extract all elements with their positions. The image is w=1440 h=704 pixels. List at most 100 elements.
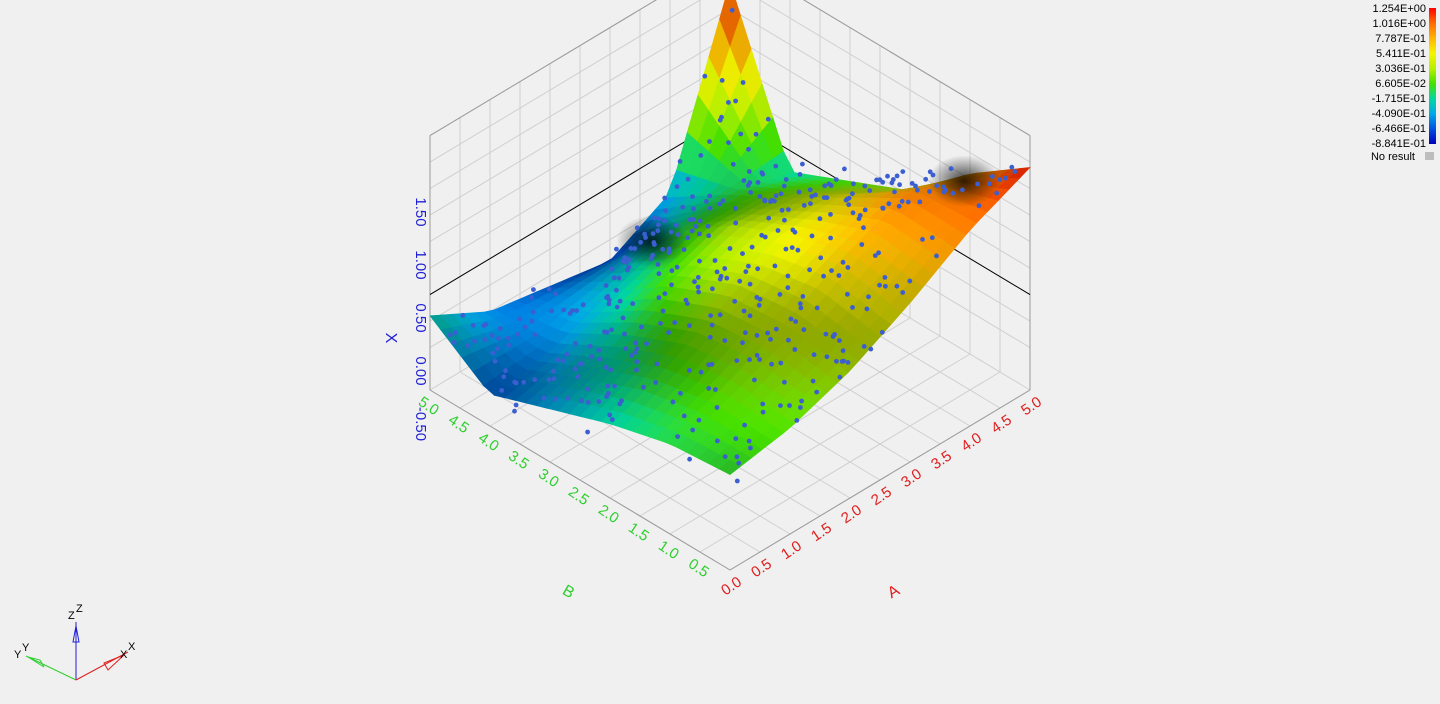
sample-point: [733, 436, 739, 441]
sample-point: [579, 398, 584, 404]
sample-point: [650, 252, 656, 258]
sample-point: [717, 201, 723, 207]
sample-point: [756, 302, 762, 308]
sample-point: [501, 374, 507, 380]
sample-point: [714, 269, 720, 275]
sample-point: [532, 377, 538, 383]
orientation-triad: Z Z Y Y X X: [14, 603, 136, 681]
sample-point: [529, 295, 534, 300]
sample-point: [614, 287, 619, 293]
sample-point: [762, 198, 768, 204]
sample-point: [666, 330, 671, 335]
sample-point: [755, 180, 761, 185]
sample-point: [746, 263, 751, 269]
legend-entry: -6.466E-01: [1372, 123, 1426, 135]
sample-point: [603, 283, 609, 288]
sample-point: [506, 342, 512, 348]
sample-point: [505, 335, 511, 341]
sample-point: [861, 344, 867, 349]
sample-point: [513, 402, 519, 408]
triad-x-label: X: [128, 641, 136, 653]
sample-point: [801, 327, 807, 333]
sample-point: [842, 166, 847, 172]
sample-point: [755, 266, 761, 272]
sample-point: [609, 266, 615, 272]
sample-point: [662, 218, 667, 224]
sample-point: [639, 324, 644, 330]
sample-point: [769, 361, 774, 367]
sample-point: [680, 204, 686, 210]
sample-point: [698, 369, 704, 375]
sample-point: [717, 117, 723, 123]
sample-point: [778, 360, 784, 366]
sample-point: [726, 100, 731, 105]
sample-point: [757, 357, 762, 362]
sample-point: [718, 273, 724, 279]
sample-point: [828, 235, 833, 241]
sample-point: [585, 399, 591, 405]
sample-point: [748, 445, 753, 451]
sample-point: [460, 312, 466, 318]
sample-point: [574, 308, 579, 313]
sample-point: [614, 304, 620, 310]
sample-point: [573, 341, 578, 346]
sample-point: [765, 116, 771, 122]
sample-point: [708, 313, 713, 318]
sample-point: [564, 351, 570, 357]
sample-point: [782, 217, 787, 223]
sample-point: [529, 318, 535, 324]
sample-point: [746, 438, 752, 444]
sample-point: [759, 170, 765, 176]
sample-points: [447, 7, 1018, 484]
sample-point: [609, 417, 615, 422]
sample-point: [496, 336, 501, 341]
sample-point: [920, 237, 925, 242]
sample-point: [585, 386, 590, 392]
a-tick-label: 0.0: [718, 573, 745, 599]
sample-point: [886, 201, 892, 207]
sample-point: [807, 267, 812, 273]
triad-y-label-2: Y: [14, 649, 22, 661]
sample-point: [698, 153, 704, 158]
legend-labels: 1.254E+00 1.016E+00 7.787E-01 5.411E-01 …: [1371, 3, 1426, 163]
sample-point: [724, 275, 730, 281]
sample-point: [808, 201, 813, 207]
sample-point: [734, 454, 740, 460]
sample-point: [894, 283, 900, 289]
b-tick-label: 4.0: [475, 429, 502, 455]
sample-point: [596, 347, 602, 353]
sample-point: [503, 368, 508, 374]
sample-point: [738, 131, 744, 137]
sample-point: [681, 413, 687, 419]
sample-point: [611, 275, 617, 281]
sample-point: [689, 228, 695, 234]
sample-point: [608, 367, 614, 373]
sample-point: [997, 177, 1003, 183]
sample-point: [614, 246, 619, 252]
sample-point: [633, 350, 638, 355]
b-tick-label: 1.5: [625, 519, 652, 545]
sample-point: [675, 232, 681, 238]
sample-point: [794, 418, 800, 423]
sample-point: [740, 340, 745, 346]
sample-point: [769, 197, 775, 203]
color-legend: 1.254E+00 1.016E+00 7.787E-01 5.411E-01 …: [1371, 3, 1436, 163]
sample-point: [561, 307, 567, 313]
sample-point: [497, 326, 503, 331]
sample-point: [697, 258, 702, 264]
sample-point: [913, 183, 918, 189]
sample-point: [720, 198, 726, 204]
sample-point: [596, 399, 602, 404]
sample-point: [850, 210, 856, 216]
sample-point: [710, 286, 715, 292]
sample-point: [814, 305, 820, 311]
sample-point: [801, 203, 807, 208]
sample-point: [674, 184, 680, 190]
sample-point: [555, 357, 560, 363]
sample-point: [866, 294, 871, 300]
sample-point: [707, 193, 713, 199]
sample-point: [653, 380, 659, 385]
sample-point: [696, 289, 701, 295]
sample-point: [522, 324, 528, 330]
